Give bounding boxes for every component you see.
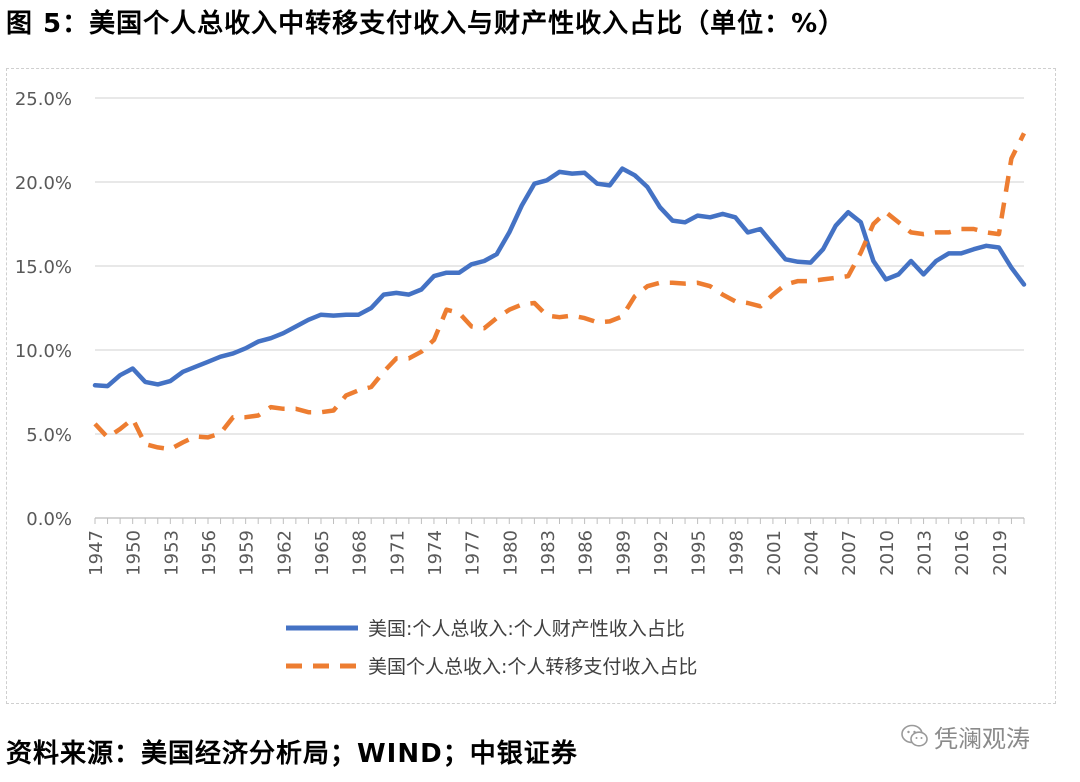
legend-label-1: 美国:个人总收入:个人财产性收入占比 xyxy=(368,618,685,640)
x-tick-label: 2019 xyxy=(990,530,1011,576)
line-chart: 0.0% 5.0% 10.0% 15.0% 20.0% 25.0% 1947 1950 1953… xyxy=(15,89,1027,678)
x-tick-label: 2004 xyxy=(802,530,823,576)
y-tick-label: 15.0% xyxy=(15,257,72,278)
legend-label-2: 美国个人总收入:个人转移支付收入占比 xyxy=(368,656,697,678)
x-tick-label: 1971 xyxy=(387,530,408,576)
x-tick-label: 2010 xyxy=(877,530,898,576)
x-tick-label: 2016 xyxy=(952,530,973,576)
y-tick-label: 10.0% xyxy=(15,341,72,362)
series-group xyxy=(92,132,1027,452)
x-tick-label: 1998 xyxy=(726,530,747,576)
watermark: 凭澜观涛 xyxy=(900,722,1030,756)
x-tick-label: 1956 xyxy=(199,530,220,576)
x-tick-label: 1965 xyxy=(312,530,333,576)
y-tick-label: 0.0% xyxy=(26,509,72,530)
x-tick-label: 1977 xyxy=(463,530,484,576)
x-tick-label: 1959 xyxy=(237,530,258,576)
x-tick-label: 1974 xyxy=(425,530,446,576)
y-tick-label: 5.0% xyxy=(26,425,72,446)
wechat-icon xyxy=(900,723,930,758)
x-tick-label: 1989 xyxy=(613,530,634,576)
series-line-1 xyxy=(92,166,1027,389)
series-line-2 xyxy=(93,132,1027,452)
x-tick-label: 1953 xyxy=(161,530,182,576)
watermark-text: 凭澜观涛 xyxy=(934,725,1030,753)
x-tick-label: 1986 xyxy=(576,530,597,576)
y-tick-label: 25.0% xyxy=(15,89,72,110)
x-tick-label: 1983 xyxy=(538,530,559,576)
figure-title: 图 5：美国个人总收入中转移支付收入与财产性收入占比（单位：%） xyxy=(6,9,846,39)
x-tick-label: 1968 xyxy=(350,530,371,576)
x-tick-label: 1950 xyxy=(124,530,145,576)
x-tick-label: 1980 xyxy=(500,530,521,576)
x-tick-label: 2001 xyxy=(764,530,785,576)
x-tick-label: 2007 xyxy=(839,530,860,576)
x-tick-label: 1992 xyxy=(651,530,672,576)
y-tick-label: 20.0% xyxy=(15,173,72,194)
x-tick-label: 2013 xyxy=(915,530,936,576)
x-tick-label: 1947 xyxy=(86,530,107,576)
gridlines xyxy=(95,97,1024,519)
source-note: 资料来源：美国经济分析局；WIND；中银证券 xyxy=(6,739,578,769)
axes: 0.0% 5.0% 10.0% 15.0% 20.0% 25.0% 1947 1950 1953… xyxy=(15,89,1025,576)
chart-frame xyxy=(6,68,1056,704)
x-tick-label: 1995 xyxy=(689,530,710,576)
x-tick-label: 1962 xyxy=(274,530,295,576)
